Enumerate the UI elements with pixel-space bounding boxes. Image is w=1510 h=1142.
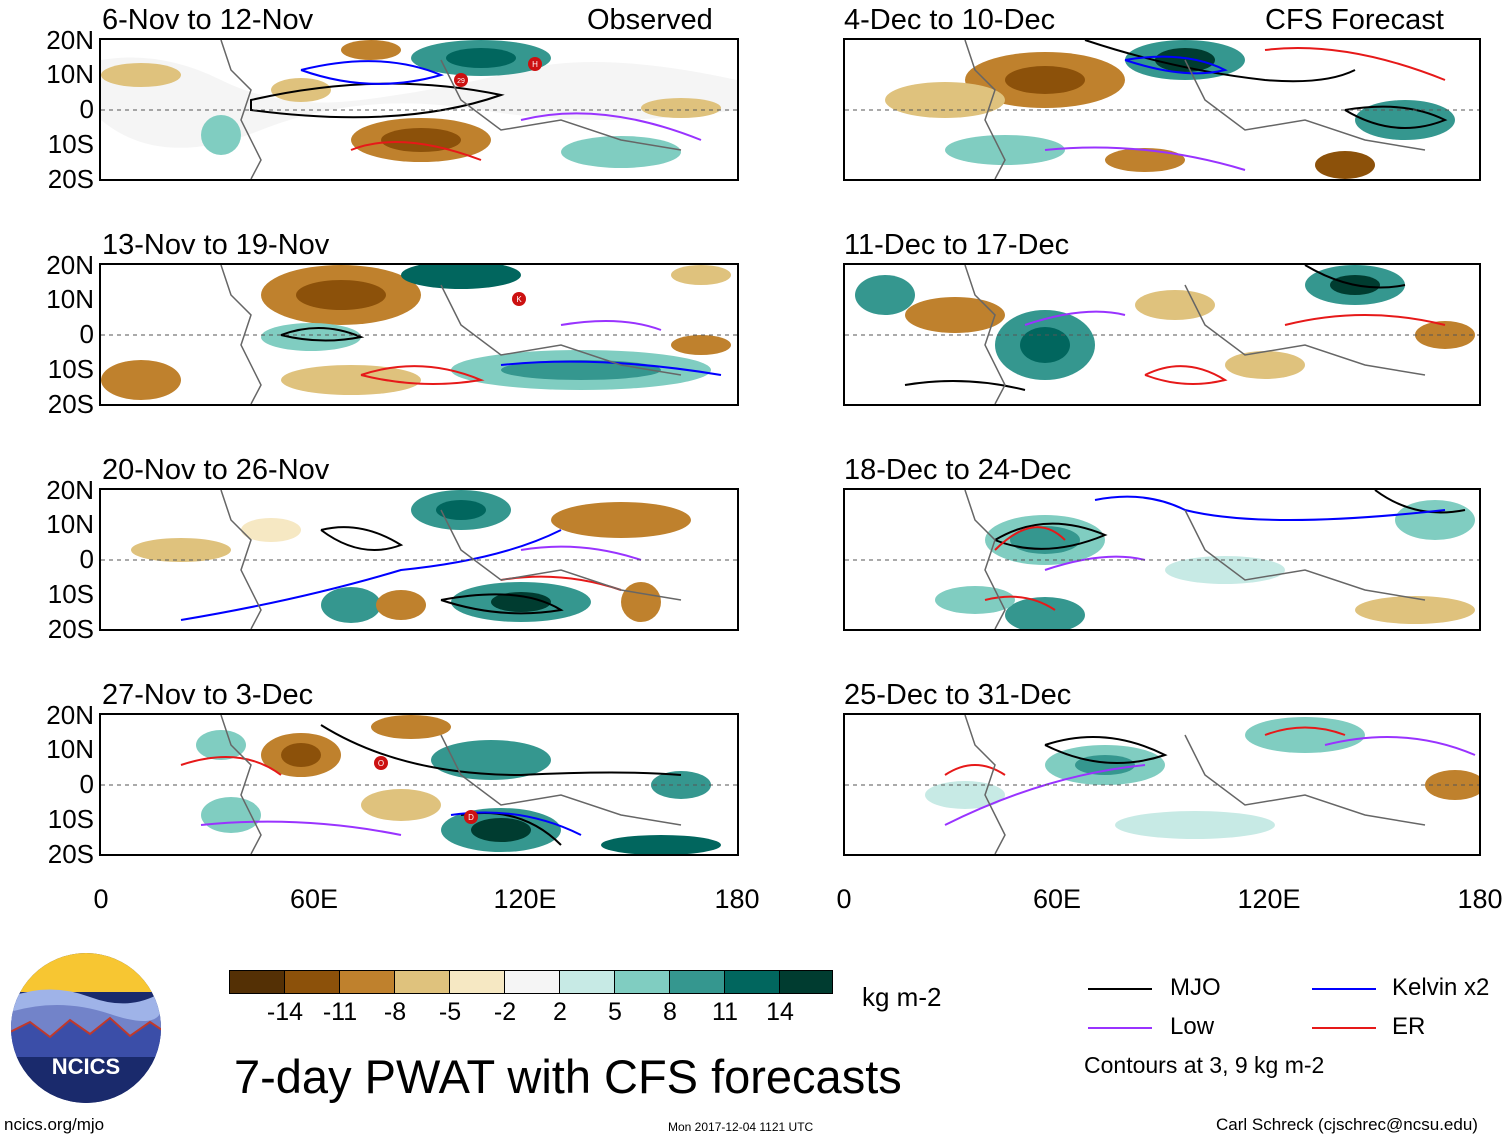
lat-label: 20N (46, 250, 94, 280)
lon-label: 60E (1032, 884, 1082, 914)
colorbar-swatch (724, 970, 780, 994)
lat-label: 20S (47, 839, 94, 869)
lon-label: 0 (836, 884, 852, 914)
storm-marker-icon (528, 57, 542, 71)
lat-label: 10N (46, 284, 94, 314)
colorbar-label: -5 (438, 998, 462, 1026)
colorbar-swatch (669, 970, 725, 994)
svg-text:NCICS: NCICS (52, 1054, 120, 1079)
lat-label: 20S (47, 389, 94, 419)
legend-line-kelvin (1312, 988, 1376, 990)
colorbar-swatch (449, 970, 505, 994)
legend-note: Contours at 3, 9 kg m-2 (1084, 1052, 1325, 1078)
lon-label: 0 (93, 884, 109, 914)
map-panel-left-3 (99, 488, 739, 631)
map-panel-left-4: O D (99, 713, 739, 856)
colorbar-swatch (394, 970, 450, 994)
panel-title-right-4: 25-Dec to 31-Dec (844, 679, 1072, 711)
legend-label-mjo: MJO (1170, 974, 1221, 1001)
lat-label: 20S (47, 164, 94, 194)
svg-text:K: K (516, 295, 522, 304)
lon-label: 60E (289, 884, 339, 914)
colorbar-swatch (339, 970, 395, 994)
map-panel-right-3 (843, 488, 1481, 631)
lat-label: 10N (46, 734, 94, 764)
svg-text:D: D (468, 813, 474, 822)
map-panel-right-4 (843, 713, 1481, 856)
lat-label: 10S (47, 354, 94, 384)
panel-title-right-1: 4-Dec to 10-Dec (844, 4, 1056, 36)
lat-label: 0 (79, 94, 94, 124)
storm-marker-icon (454, 73, 468, 87)
colorbar-swatch (504, 970, 560, 994)
panel-title-left-3: 20-Nov to 26-Nov (102, 454, 330, 486)
observed-title: Observed (587, 4, 713, 36)
panel-title-right-3: 18-Dec to 24-Dec (844, 454, 1072, 486)
lon-label: 120E (493, 884, 557, 914)
lat-label: 0 (79, 769, 94, 799)
lat-label: 20N (46, 475, 94, 505)
legend-label-er: ER (1392, 1013, 1426, 1040)
map-panel-left-2: K (99, 263, 739, 406)
panel-title-left-1: 6-Nov to 12-Nov (102, 4, 314, 36)
map-panel-right-2 (843, 263, 1481, 406)
forecast-title: CFS Forecast (1265, 4, 1444, 36)
colorbar-swatch (614, 970, 670, 994)
ncics-logo: NCICS (10, 952, 162, 1104)
colorbar-label: 8 (663, 998, 677, 1026)
colorbar-label: -8 (383, 998, 407, 1026)
legend-line-low (1088, 1027, 1152, 1029)
svg-text:H: H (532, 60, 538, 69)
colorbar-swatch (559, 970, 615, 994)
main-title: 7-day PWAT with CFS forecasts (234, 1050, 902, 1103)
legend-label-low: Low (1170, 1013, 1215, 1040)
panel-title-left-2: 13-Nov to 19-Nov (102, 229, 330, 261)
lon-label: 180 (1457, 884, 1503, 914)
map-panel-left-1: 29 H (99, 38, 739, 181)
lat-label: 10N (46, 59, 94, 89)
colorbar-label: 14 (766, 998, 794, 1026)
colorbar-swatch (779, 970, 833, 994)
colorbar-label: -11 (322, 998, 358, 1026)
lat-label: 0 (79, 319, 94, 349)
legend-label-kelvin: Kelvin x2 (1392, 974, 1490, 1001)
colorbar-units: kg m-2 (862, 982, 942, 1012)
colorbar-label: 11 (712, 998, 738, 1026)
colorbar-swatch (284, 970, 340, 994)
colorbar-label: 5 (608, 998, 622, 1026)
legend-line-mjo (1088, 988, 1152, 990)
storm-marker-icon (512, 292, 526, 306)
panel-title-right-2: 11-Dec to 17-Dec (844, 229, 1070, 261)
legend-line-er (1312, 1027, 1376, 1029)
lat-label: 10S (47, 804, 94, 834)
colorbar-label: -14 (266, 998, 304, 1026)
lat-label: 20S (47, 614, 94, 644)
colorbar-label: -2 (493, 998, 517, 1026)
lat-label: 0 (79, 544, 94, 574)
lat-label: 20N (46, 25, 94, 55)
panel-title-left-4: 27-Nov to 3-Dec (102, 679, 314, 711)
site-link[interactable]: ncics.org/mjo (4, 1115, 105, 1134)
credit: Carl Schreck (cjschrec@ncsu.edu) (1216, 1115, 1478, 1134)
storm-marker-icon (374, 756, 388, 770)
colorbar-label: 2 (553, 998, 567, 1026)
map-panel-right-1 (843, 38, 1481, 181)
svg-text:29: 29 (457, 78, 465, 85)
svg-text:O: O (378, 759, 384, 768)
lon-label: 120E (1237, 884, 1301, 914)
lat-label: 10N (46, 509, 94, 539)
lat-label: 10S (47, 579, 94, 609)
lat-label: 20N (46, 700, 94, 730)
timestamp: Mon 2017-12-04 1121 UTC (668, 1120, 814, 1134)
lat-label: 10S (47, 129, 94, 159)
lon-label: 180 (714, 884, 760, 914)
storm-marker-icon (464, 810, 478, 824)
colorbar-swatch (229, 970, 285, 994)
